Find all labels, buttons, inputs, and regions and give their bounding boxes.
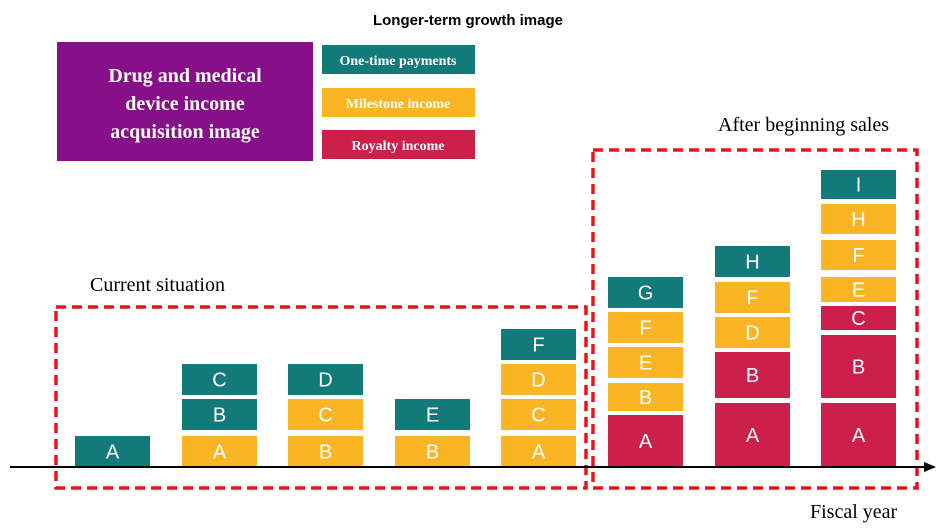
block-label: H bbox=[745, 252, 759, 274]
legend-swatch bbox=[322, 130, 475, 159]
block-label: G bbox=[638, 283, 654, 305]
block-label: F bbox=[532, 335, 544, 357]
block-label: F bbox=[852, 245, 864, 267]
region-box bbox=[591, 148, 919, 490]
region-box bbox=[54, 305, 588, 490]
block-label: A bbox=[213, 442, 227, 464]
block bbox=[715, 317, 790, 348]
block-label: F bbox=[746, 288, 758, 310]
block bbox=[608, 415, 683, 467]
block bbox=[608, 383, 683, 411]
block-label: B bbox=[639, 387, 652, 409]
block-label: A bbox=[746, 425, 760, 447]
block-label: D bbox=[318, 370, 332, 392]
legend-label: Milestone income bbox=[346, 97, 451, 112]
block-label: A bbox=[852, 425, 866, 447]
block bbox=[288, 436, 363, 467]
block bbox=[715, 352, 790, 398]
block bbox=[715, 246, 790, 277]
block-label: B bbox=[319, 442, 332, 464]
block-label: A bbox=[106, 442, 120, 464]
block bbox=[182, 436, 257, 467]
block bbox=[608, 277, 683, 308]
block bbox=[288, 364, 363, 395]
block bbox=[395, 399, 470, 430]
block-label: E bbox=[426, 405, 439, 427]
block bbox=[821, 403, 896, 467]
info-line: Drug and medical bbox=[108, 65, 262, 87]
block-label: C bbox=[212, 370, 226, 392]
block bbox=[821, 240, 896, 270]
info-line: device income bbox=[125, 93, 245, 115]
block bbox=[182, 399, 257, 430]
block-label: F bbox=[639, 318, 651, 340]
legend-swatch bbox=[322, 88, 475, 117]
block-label: B bbox=[852, 357, 865, 379]
block bbox=[821, 170, 896, 199]
block bbox=[182, 364, 257, 395]
block-label: E bbox=[852, 280, 865, 302]
axis-label: Fiscal year bbox=[810, 501, 898, 523]
block bbox=[501, 436, 576, 467]
title: Longer-term growth image bbox=[373, 12, 563, 29]
block-label: E bbox=[639, 353, 652, 375]
block bbox=[608, 347, 683, 378]
region-label: After beginning sales bbox=[718, 114, 889, 136]
block bbox=[608, 312, 683, 343]
block-label: C bbox=[851, 308, 865, 330]
block-label: C bbox=[531, 405, 545, 427]
block bbox=[288, 399, 363, 430]
block bbox=[715, 403, 790, 467]
block-label: A bbox=[639, 431, 653, 453]
legend-swatch bbox=[322, 45, 475, 74]
block bbox=[75, 436, 150, 467]
block-label: B bbox=[213, 405, 226, 427]
block bbox=[501, 399, 576, 430]
block bbox=[821, 204, 896, 234]
block bbox=[501, 329, 576, 360]
block-label: B bbox=[426, 442, 439, 464]
block bbox=[821, 306, 896, 330]
block bbox=[821, 335, 896, 398]
block-label: B bbox=[746, 365, 759, 387]
block bbox=[501, 364, 576, 395]
block-label: A bbox=[532, 442, 546, 464]
block-label: D bbox=[531, 370, 545, 392]
block bbox=[821, 277, 896, 302]
block-label: H bbox=[851, 209, 865, 231]
block bbox=[395, 436, 470, 467]
legend-label: Royalty income bbox=[352, 139, 445, 154]
block-label: D bbox=[745, 323, 759, 345]
block bbox=[715, 282, 790, 313]
block-label: I bbox=[856, 175, 862, 197]
info-box bbox=[57, 42, 313, 161]
region-label: Current situation bbox=[90, 274, 225, 296]
info-line: acquisition image bbox=[110, 121, 260, 143]
legend-label: One-time payments bbox=[339, 54, 457, 69]
block-label: C bbox=[318, 405, 332, 427]
